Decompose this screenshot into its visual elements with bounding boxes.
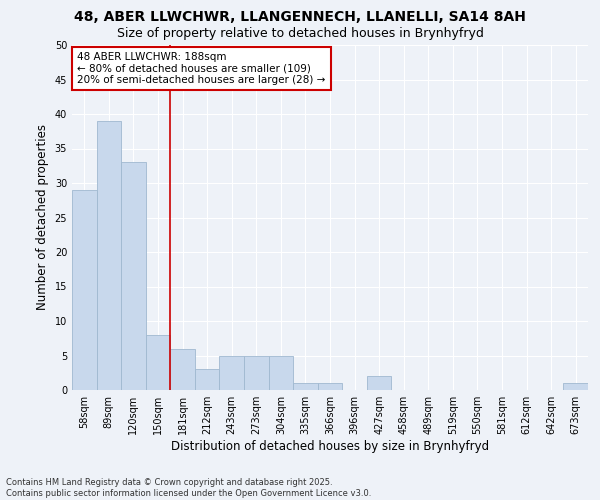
Bar (318, 383, 342, 390)
Bar (121, 162, 146, 390)
Bar (563, 383, 588, 390)
Text: 48 ABER LLWCHWR: 188sqm
← 80% of detached houses are smaller (109)
20% of semi-d: 48 ABER LLWCHWR: 188sqm ← 80% of detache… (77, 52, 326, 85)
Bar (367, 376, 391, 390)
Y-axis label: Number of detached properties: Number of detached properties (36, 124, 49, 310)
Bar (72, 190, 97, 390)
Bar (220, 356, 244, 390)
Text: 48, ABER LLWCHWR, LLANGENNECH, LLANELLI, SA14 8AH: 48, ABER LLWCHWR, LLANGENNECH, LLANELLI,… (74, 10, 526, 24)
Bar (97, 121, 121, 390)
Text: Size of property relative to detached houses in Brynhyfryd: Size of property relative to detached ho… (116, 28, 484, 40)
Bar (195, 370, 220, 390)
Bar (170, 348, 195, 390)
Bar (146, 335, 170, 390)
Bar (293, 383, 318, 390)
Bar (244, 356, 269, 390)
Text: Contains HM Land Registry data © Crown copyright and database right 2025.
Contai: Contains HM Land Registry data © Crown c… (6, 478, 371, 498)
X-axis label: Distribution of detached houses by size in Brynhyfryd: Distribution of detached houses by size … (171, 440, 489, 453)
Bar (269, 356, 293, 390)
